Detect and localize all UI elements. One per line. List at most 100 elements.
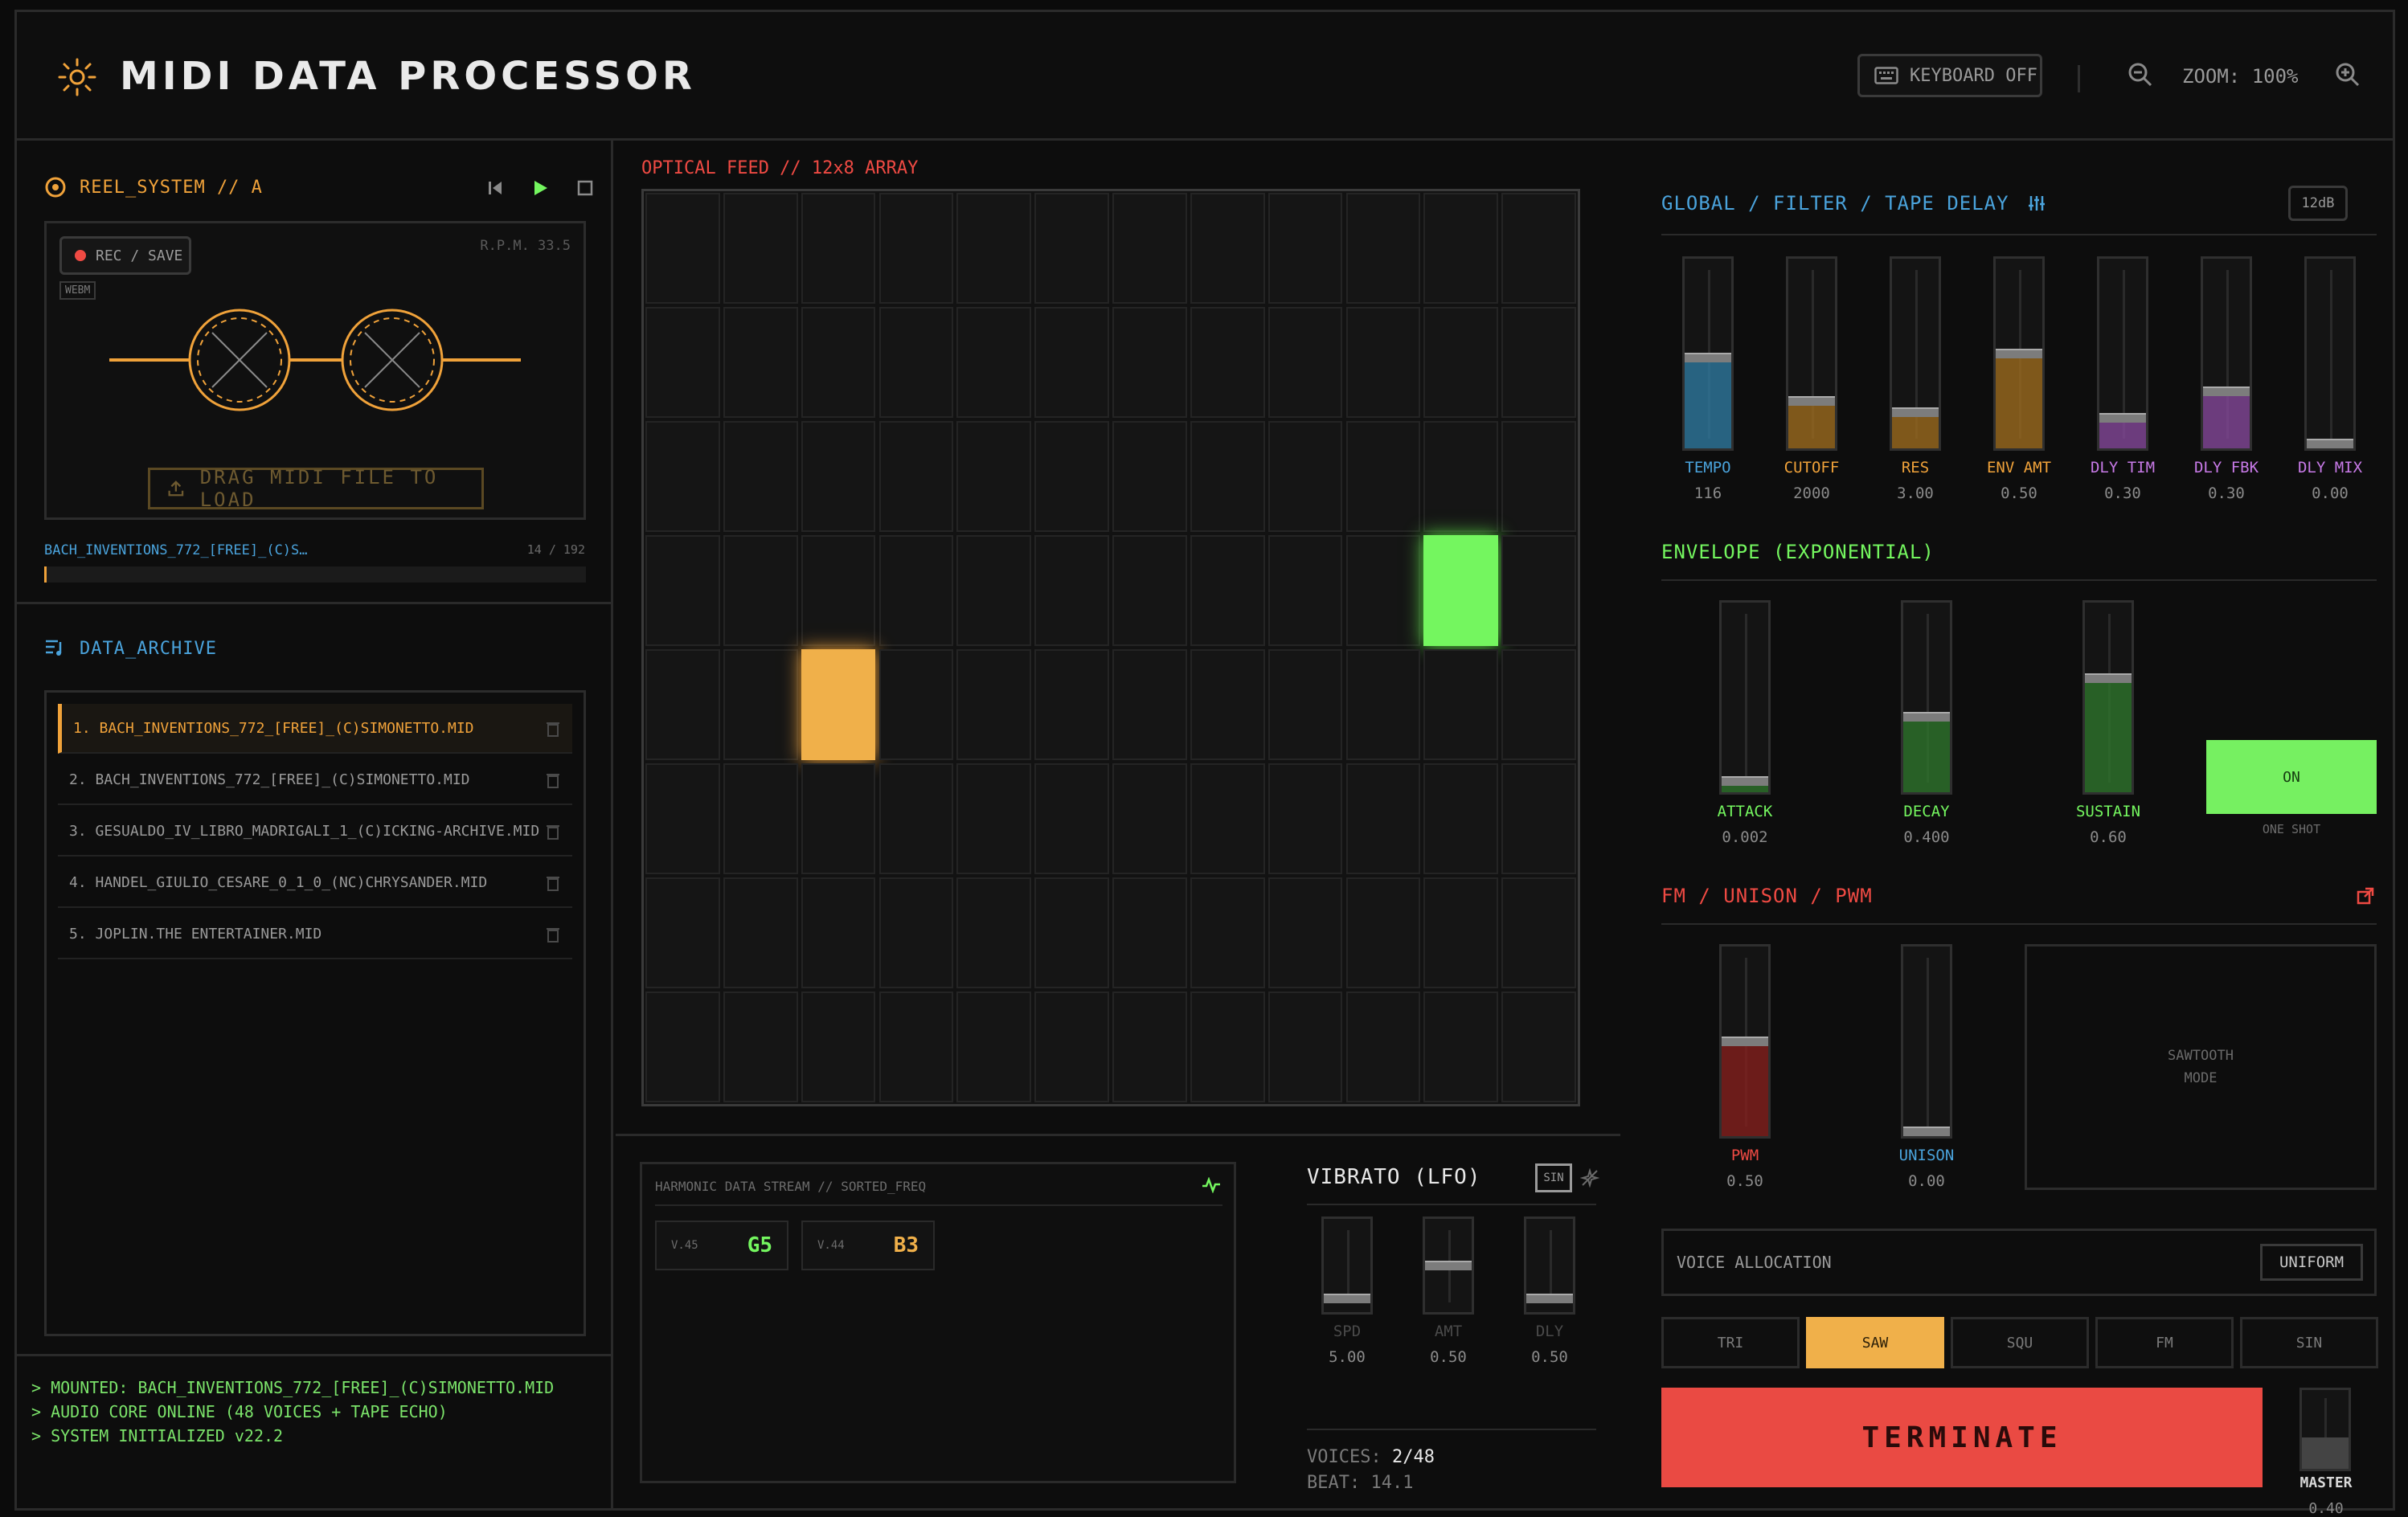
archive-item[interactable]: 3. GESUALDO_IV_LIBRO_MADRIGALI_1_(C)ICKI…	[58, 807, 572, 857]
grid-cell[interactable]	[1267, 877, 1343, 988]
slider-thumb[interactable]	[1903, 1127, 1950, 1136]
global-dly-mix-slider[interactable]	[2304, 256, 2356, 451]
grid-cell[interactable]	[1345, 307, 1421, 418]
grid-cell[interactable]	[1112, 535, 1187, 646]
trash-icon[interactable]	[545, 926, 561, 943]
slider-thumb[interactable]	[1685, 352, 1731, 362]
grid-cell[interactable]	[801, 877, 876, 988]
slider-thumb[interactable]	[1788, 396, 1835, 406]
grid-cell[interactable]	[1501, 307, 1576, 418]
grid-cell[interactable]	[878, 307, 954, 418]
skip-back-icon[interactable]	[486, 179, 504, 197]
grid-cell-active[interactable]	[801, 649, 876, 760]
wave-button-saw[interactable]: SAW	[1806, 1317, 1944, 1368]
slider-thumb[interactable]	[2099, 413, 2146, 423]
grid-cell[interactable]	[878, 535, 954, 646]
trash-icon[interactable]	[545, 874, 561, 892]
archive-item[interactable]: 5. JOPLIN.THE ENTERTAINER.MID	[58, 910, 572, 959]
grid-cell[interactable]	[1267, 992, 1343, 1102]
slider-thumb[interactable]	[1324, 1293, 1370, 1303]
grid-cell[interactable]	[1423, 992, 1499, 1102]
grid-cell[interactable]	[801, 193, 876, 304]
grid-cell[interactable]	[1501, 193, 1576, 304]
env-decay-slider[interactable]	[1901, 600, 1952, 795]
slider-thumb[interactable]	[1425, 1261, 1472, 1270]
zoom-out-icon[interactable]	[2126, 60, 2155, 89]
grid-cell[interactable]	[1267, 763, 1343, 874]
track-progress-bar[interactable]	[44, 566, 586, 583]
global-dly-tim-slider[interactable]	[2097, 256, 2148, 451]
grid-cell[interactable]	[723, 649, 798, 760]
grid-cell[interactable]	[1034, 307, 1109, 418]
global-res-slider[interactable]	[1890, 256, 1941, 451]
grid-cell[interactable]	[1423, 421, 1499, 532]
grid-cell[interactable]	[956, 193, 1032, 304]
vibrato-wave-tag[interactable]: SIN	[1535, 1163, 1572, 1192]
slider-thumb[interactable]	[2203, 386, 2250, 397]
grid-cell[interactable]	[1423, 193, 1499, 304]
grid-cell[interactable]	[956, 535, 1032, 646]
fm-unison-slider[interactable]	[1901, 944, 1952, 1139]
stop-icon[interactable]	[576, 179, 594, 197]
grid-cell[interactable]	[1190, 992, 1265, 1102]
play-icon[interactable]	[531, 179, 549, 197]
grid-cell[interactable]	[1034, 535, 1109, 646]
slider-thumb[interactable]	[1892, 407, 1939, 418]
zoom-in-icon[interactable]	[2333, 60, 2362, 89]
terminate-button[interactable]: TERMINATE	[1661, 1388, 2263, 1487]
grid-cell[interactable]	[1501, 877, 1576, 988]
grid-cell[interactable]	[801, 763, 876, 874]
grid-cell[interactable]	[1501, 763, 1576, 874]
grid-cell[interactable]	[956, 763, 1032, 874]
grid-cell[interactable]	[1501, 992, 1576, 1102]
grid-cell[interactable]	[878, 421, 954, 532]
global-env-amt-slider[interactable]	[1993, 256, 2045, 451]
trash-icon[interactable]	[545, 771, 561, 789]
slider-thumb[interactable]	[2307, 439, 2353, 448]
grid-cell[interactable]	[801, 992, 876, 1102]
grid-cell[interactable]	[645, 877, 720, 988]
global-cutoff-slider[interactable]	[1786, 256, 1837, 451]
grid-cell[interactable]	[956, 649, 1032, 760]
grid-cell[interactable]	[1190, 649, 1265, 760]
vibrato-dly-slider[interactable]	[1524, 1216, 1575, 1315]
optical-feed-grid[interactable]	[641, 189, 1580, 1106]
grid-cell[interactable]	[723, 763, 798, 874]
wave-button-sin[interactable]: SIN	[2240, 1317, 2378, 1368]
grid-cell[interactable]	[1112, 649, 1187, 760]
grid-cell[interactable]	[1267, 307, 1343, 418]
external-link-icon[interactable]	[2356, 886, 2375, 906]
grid-cell[interactable]	[801, 307, 876, 418]
grid-cell[interactable]	[1345, 763, 1421, 874]
grid-cell[interactable]	[1112, 307, 1187, 418]
grid-cell[interactable]	[1190, 193, 1265, 304]
slider-thumb[interactable]	[1722, 775, 1768, 786]
grid-cell[interactable]	[645, 992, 720, 1102]
grid-cell[interactable]	[878, 763, 954, 874]
env-sustain-slider[interactable]	[2082, 600, 2134, 795]
grid-cell[interactable]	[723, 421, 798, 532]
grid-cell[interactable]	[1190, 307, 1265, 418]
fm-pwm-slider[interactable]	[1719, 944, 1771, 1139]
grid-cell[interactable]	[1112, 421, 1187, 532]
grid-cell[interactable]	[1190, 535, 1265, 646]
grid-cell[interactable]	[1345, 649, 1421, 760]
slider-thumb[interactable]	[1526, 1293, 1573, 1303]
grid-cell[interactable]	[1267, 421, 1343, 532]
sparkle-off-icon[interactable]	[1580, 1168, 1599, 1188]
grid-cell[interactable]	[878, 877, 954, 988]
grid-cell[interactable]	[645, 535, 720, 646]
grid-cell[interactable]	[645, 193, 720, 304]
grid-cell[interactable]	[1423, 307, 1499, 418]
grid-cell[interactable]	[1267, 193, 1343, 304]
grid-cell[interactable]	[1345, 421, 1421, 532]
grid-cell[interactable]	[1034, 877, 1109, 988]
master-volume-slider[interactable]	[2299, 1388, 2351, 1471]
grid-cell[interactable]	[1112, 877, 1187, 988]
grid-cell[interactable]	[1034, 421, 1109, 532]
grid-cell[interactable]	[1190, 877, 1265, 988]
drag-midi-dropzone[interactable]: DRAG MIDI FILE TO LOAD	[148, 466, 484, 511]
envelope-on-toggle[interactable]: ON	[2206, 740, 2377, 814]
wave-button-fm[interactable]: FM	[2095, 1317, 2234, 1368]
env-attack-slider[interactable]	[1719, 600, 1771, 795]
